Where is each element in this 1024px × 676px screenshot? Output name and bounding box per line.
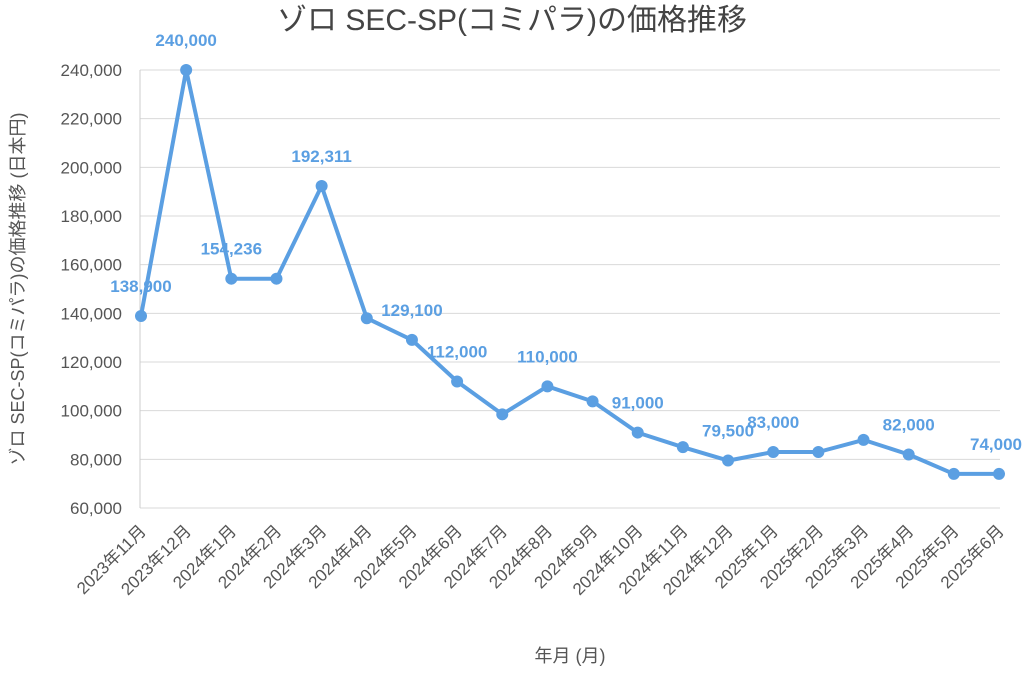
data-label: 154,236	[201, 240, 262, 259]
x-axis-ticks: 2023年11月2023年12月2024年1月2024年2月2024年3月202…	[73, 521, 1008, 599]
y-tick-label: 220,000	[61, 110, 122, 129]
y-tick-label: 120,000	[61, 353, 122, 372]
data-label: 91,000	[612, 394, 664, 413]
y-tick-label: 80,000	[70, 450, 122, 469]
data-point	[812, 446, 825, 459]
data-point	[631, 426, 644, 439]
y-tick-label: 180,000	[61, 207, 122, 226]
y-tick-label: 160,000	[61, 256, 122, 275]
y-tick-label: 60,000	[70, 499, 122, 518]
x-axis-title: 年月 (月)	[535, 646, 606, 666]
data-point	[451, 375, 464, 388]
chart-title: ゾロ SEC-SP(コミパラ)の価格推移	[277, 4, 747, 37]
data-labels: 138,900 240,000 154,236 192,311 129,100 112,0…	[110, 31, 1022, 454]
data-point	[722, 454, 735, 467]
data-points	[135, 64, 1005, 480]
price-series-line	[139, 68, 1001, 476]
data-point	[676, 441, 689, 454]
data-point	[767, 446, 780, 459]
y-tick-label: 140,000	[61, 304, 122, 323]
data-label: 112,000	[427, 342, 488, 361]
data-point	[225, 272, 238, 285]
data-point	[496, 408, 509, 421]
y-tick-label: 240,000	[61, 61, 122, 80]
data-point	[360, 312, 373, 325]
data-label: 83,000	[747, 413, 799, 432]
data-point	[135, 310, 147, 323]
data-label: 138,900	[110, 277, 171, 296]
data-point	[857, 433, 870, 446]
data-point	[541, 380, 554, 393]
y-tick-label: 200,000	[61, 158, 122, 177]
data-label: 74,000	[970, 435, 1022, 454]
data-label: 192,311	[291, 147, 352, 166]
data-point	[586, 395, 599, 408]
data-point	[947, 467, 960, 480]
data-point	[902, 448, 915, 461]
data-point	[405, 333, 418, 346]
data-label: 240,000	[155, 31, 216, 50]
data-point	[180, 64, 193, 76]
data-label: 79,500	[702, 422, 754, 441]
data-label: 82,000	[883, 415, 935, 434]
data-point	[270, 272, 283, 285]
data-label: 129,100	[381, 301, 442, 320]
y-tick-label: 100,000	[61, 402, 122, 421]
data-point	[315, 180, 328, 193]
data-label: 110,000	[517, 347, 578, 366]
y-axis-ticks: 60,000 80,000 100,000 120,000 140,000 160,000…	[61, 61, 122, 518]
data-point	[993, 467, 1005, 480]
y-axis-title: ゾロ SEC-SP(コミパラ)の価格推移 (日本円)	[8, 113, 28, 466]
